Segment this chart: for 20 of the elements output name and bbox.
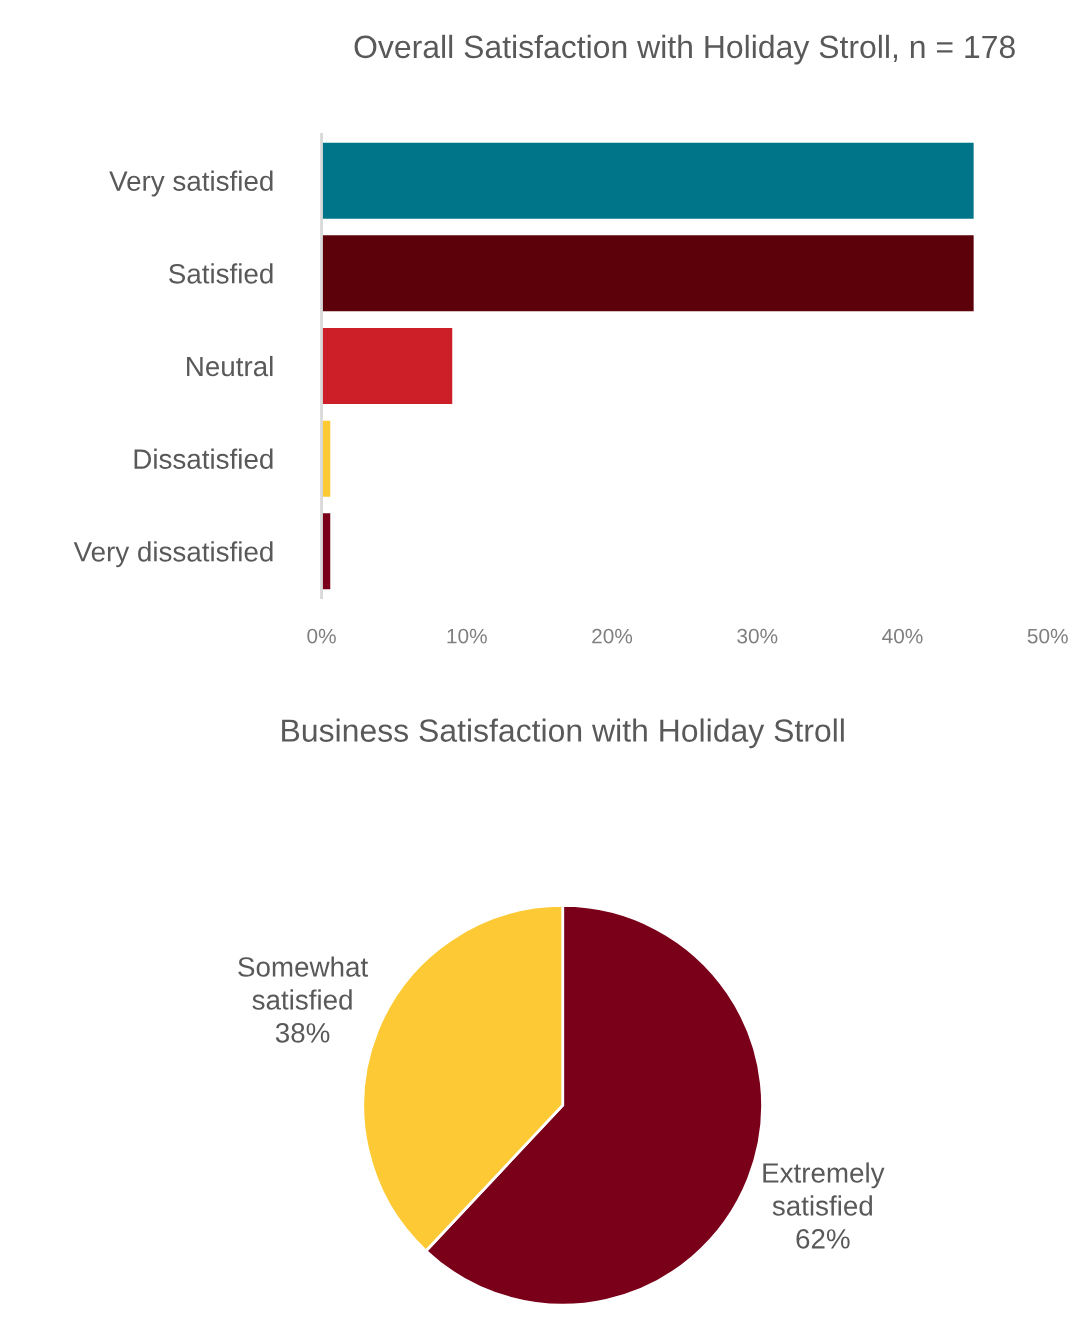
chart-title: Overall Satisfaction with Holiday Stroll, n = 178: [354, 34, 1015, 65]
bar: [321, 327, 453, 404]
x-tick-label: 50%: [1027, 628, 1068, 644]
y-tick-label: Satisfied: [169, 263, 273, 284]
bar: [321, 142, 974, 219]
bar: [321, 235, 974, 312]
x-tick-label: 0%: [307, 628, 336, 644]
slice-label: Somewhat satisfied: [238, 956, 368, 1010]
y-tick-label: Very dissatisfied: [73, 541, 273, 568]
x-tick-label: 10%: [447, 628, 487, 644]
x-tick-label: 40%: [882, 628, 923, 644]
x-tick-label: 20%: [592, 628, 633, 644]
y-tick-label: Very satisfied: [109, 170, 273, 197]
slice-label: Extremely satisfied: [763, 1162, 885, 1216]
data-label: 38%: [275, 1023, 330, 1043]
x-tick-label: 30%: [737, 628, 778, 644]
y-tick-label: Dissatisfied: [134, 448, 273, 469]
data-label: 62%: [796, 1229, 850, 1249]
chart-title: Business Satisfaction with Holiday Stroll: [282, 718, 844, 749]
y-tick-label: Neutral: [187, 355, 273, 377]
